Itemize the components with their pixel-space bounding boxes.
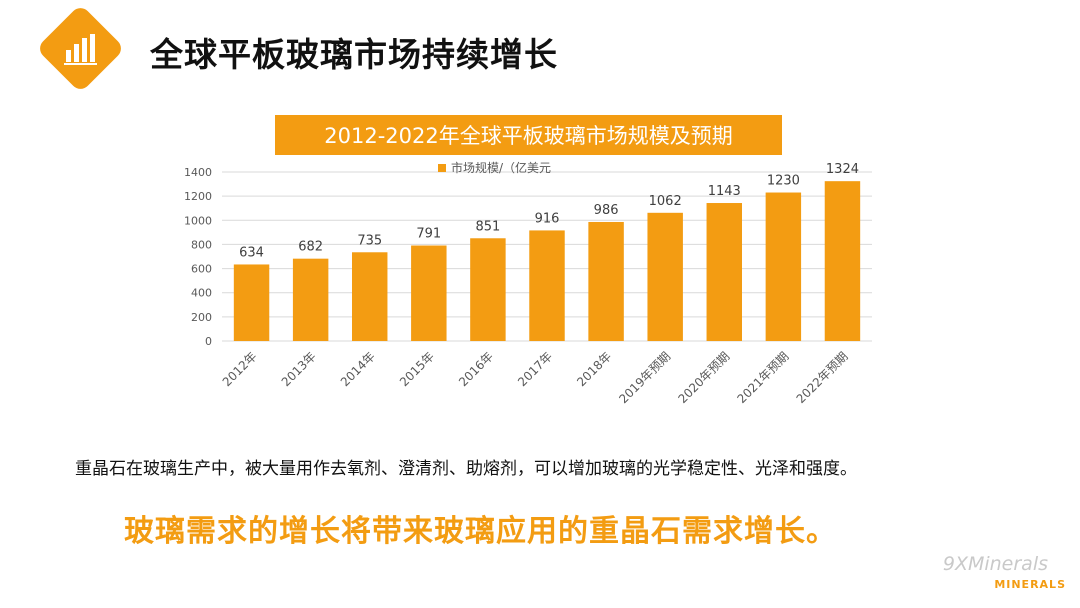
legend-swatch [438, 164, 446, 172]
y-tick-label: 400 [191, 287, 212, 300]
x-tick-label: 2012年 [220, 349, 260, 389]
x-tick-label: 2016年 [456, 349, 496, 389]
x-tick-label: 2019年预期 [616, 349, 673, 406]
data-label: 916 [535, 211, 560, 226]
x-tick-label: 2014年 [338, 349, 378, 389]
y-tick-label: 1200 [184, 190, 212, 203]
y-tick-label: 800 [191, 238, 212, 251]
bar [411, 245, 447, 341]
legend-label: 市场规模/（亿美元 [451, 160, 551, 175]
x-tick-label: 2018年 [574, 349, 614, 389]
bar [824, 181, 861, 341]
page-title: 全球平板玻璃市场持续增长 [150, 35, 558, 74]
bar-chart-icon [64, 34, 97, 65]
x-tick-label: 2015年 [397, 349, 437, 389]
chart-title: 2012-2022年全球平板玻璃市场规模及预期 [275, 115, 782, 155]
data-label: 634 [239, 245, 264, 260]
y-tick-label: 200 [191, 311, 212, 324]
watermark-logo: MINERALS [994, 578, 1066, 591]
bar-chart: 0 200 400 600 800 1000 1200 1400 市场规模/（亿美元 634 201… [184, 160, 872, 406]
bar [529, 230, 565, 341]
data-label: 791 [416, 227, 441, 242]
data-label: 851 [475, 219, 500, 234]
x-tick-label: 2013年 [279, 349, 319, 389]
y-tick-label: 1400 [184, 166, 212, 179]
bar [706, 203, 742, 341]
bar [352, 252, 388, 341]
data-label: 1324 [826, 162, 859, 177]
bar [588, 221, 624, 341]
bar [765, 192, 802, 341]
bar [470, 238, 506, 341]
bar [292, 258, 329, 341]
data-label: 1062 [649, 194, 682, 209]
data-label: 1143 [708, 184, 741, 199]
bar [233, 264, 270, 341]
watermark: 9XMinerals [942, 553, 1048, 575]
data-label: 735 [357, 233, 382, 248]
x-tick-label: 2022年预期 [794, 349, 851, 406]
y-tick-label: 0 [205, 335, 212, 348]
x-tick-label: 2017年 [515, 349, 555, 389]
bar [647, 212, 683, 341]
x-tick-label: 2021年预期 [735, 349, 792, 406]
y-tick-label: 1000 [184, 214, 212, 227]
x-tick-label: 2020年预期 [675, 349, 732, 406]
data-label: 1230 [767, 174, 800, 189]
data-label: 986 [594, 203, 619, 218]
highlight-text: 玻璃需求的增长将带来玻璃应用的重晶石需求增长。 [124, 514, 837, 549]
y-tick-label: 600 [191, 263, 212, 276]
body-text: 重晶石在玻璃生产中，被大量用作去氧剂、澄清剂、助熔剂，可以增加玻璃的光学稳定性、… [75, 459, 857, 479]
data-label: 682 [298, 240, 323, 255]
